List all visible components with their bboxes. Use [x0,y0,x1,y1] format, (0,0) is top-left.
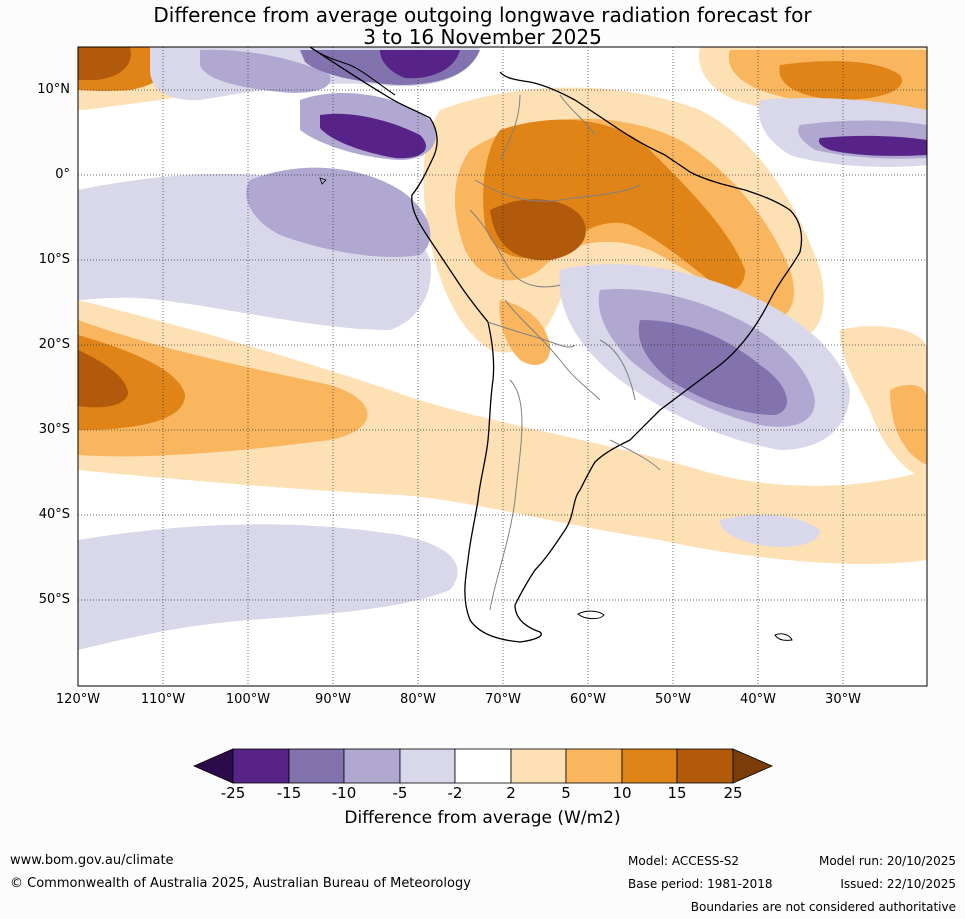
footer-model-run: Model run: 20/10/2025 [818,854,956,868]
map-field: #map path[data-name="south-america-coast… [78,47,927,686]
lat-label-10s: 10°S [38,252,70,267]
central-america-coast [309,47,396,96]
lat-label-10n: 10°N [37,82,70,97]
title-line-2: 3 to 16 November 2025 [363,25,602,49]
footer-website: www.bom.gov.au/climate [10,853,174,868]
south-america-coastline [309,47,803,643]
lon-label-110w: 110°W [140,692,186,707]
lat-label-50s: 50°S [38,592,70,607]
map-frame [77,46,928,687]
lon-label-40w: 40°W [740,692,776,707]
lon-label-70w: 70°W [485,692,521,707]
lat-label-20s: 20°S [38,337,70,352]
colorbar-tick-label: 5 [561,784,571,802]
footer-base-period: Base period: 1981-2018 [628,877,773,891]
lon-label-60w: 60°W [570,692,606,707]
colorbar-swatch-5 [454,748,512,784]
colorbar-tick-label: -15 [276,784,302,802]
lon-label-100w: 100°W [225,692,271,707]
colorbar-swatch-8 [621,748,678,784]
title-line-1: Difference from average outgoing longwav… [153,3,812,27]
colorbar-swatch-2 [288,748,345,784]
lat-label-40s: 40°S [38,507,70,522]
colorbar-swatch-1 [232,748,290,784]
lat-label-30s: 30°S [38,422,70,437]
lon-label-80w: 80°W [400,692,436,707]
lat-label-0: 0° [55,167,70,182]
lon-label-120w: 120°W [55,692,101,707]
colorbar-upper-extension [732,748,774,784]
colorbar-tick-label: 2 [506,784,516,802]
colorbar-tick-label: 25 [723,784,743,802]
colorbar-swatch-9 [676,748,734,784]
colorbar-title: Difference from average (W/m2) [344,808,621,828]
footer-copyright: © Commonwealth of Australia 2025, Austra… [10,876,471,891]
colorbar-swatch-4 [399,748,456,784]
country-borders [469,94,661,611]
colorbar-tick-label: -5 [392,784,408,802]
negative-anomaly-regions [78,47,927,650]
footer-issued: Issued: 22/10/2025 [840,877,956,891]
colorbar-swatch-6 [510,748,567,784]
galapagos-islands [319,177,327,185]
map-title: Difference from average outgoing longwav… [0,4,965,48]
colorbar-lower-extension [192,748,234,784]
lon-label-50w: 50°W [655,692,691,707]
lon-label-90w: 90°W [315,692,351,707]
footer-disclaimer: Boundaries are not considered authoritat… [690,900,956,914]
colorbar-tick-label: -25 [220,784,246,802]
falkland-islands [577,610,605,620]
colorbar-tick-label: -10 [331,784,357,802]
colorbar-tick-label: -2 [447,784,463,802]
colorbar-swatch-7 [565,748,623,784]
footer-model: Model: ACCESS-S2 [628,854,740,868]
colorbar-tick-label: 15 [667,784,687,802]
south-georgia [774,633,793,641]
lon-label-30w: 30°W [825,692,861,707]
graticule [78,47,927,686]
colorbar-swatch-3 [343,748,401,784]
colorbar-tick-label: 10 [612,784,632,802]
